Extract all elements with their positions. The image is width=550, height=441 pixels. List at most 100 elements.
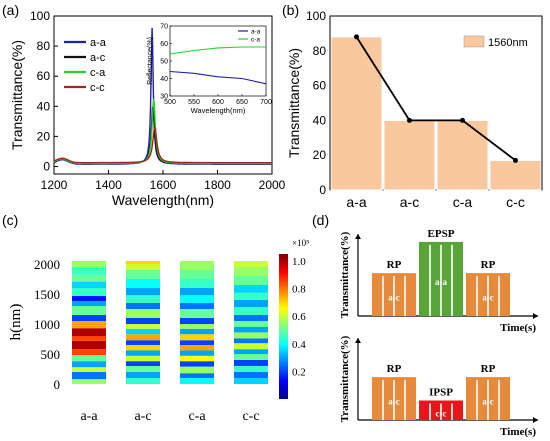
x-tick-label: c-c [506,194,525,210]
heatmap-band [126,350,160,356]
heatmap-band [180,328,214,335]
bar-c-a [436,119,489,191]
heatmap-band [234,300,268,308]
heatmap-band [72,295,106,302]
legend-label-c-c: c-c [90,82,105,94]
heatmap-column-c-c [234,261,268,384]
trend-point-a-c [407,117,412,123]
panel-d-label: (d) [312,212,330,228]
heatmap-band [180,373,214,378]
panel-c-label: (c) [2,212,19,228]
heatmap-band [234,349,268,354]
heatmap-band [72,274,106,282]
heatmap-band [126,361,160,366]
heatmap-band [234,343,268,350]
heatmap-band [126,288,160,296]
heatmap-band [72,267,106,275]
x-tick-label: a-a [346,194,366,210]
heatmap-band [126,372,160,378]
heatmap-band [234,307,268,315]
y-tick-label: 0 [43,159,50,173]
y-tick-label: 80 [313,44,327,58]
y-tick-label: 20 [313,148,327,162]
heatmap-band [126,303,160,309]
heatmap-band [234,332,268,339]
heatmap-band [126,295,160,303]
x-axis-label: Time(s) [500,426,536,438]
heatmap-band [180,324,214,329]
heatmap-band [234,315,268,321]
bar-c-c [489,159,542,191]
block-1: RP a-c [372,259,416,316]
heatmap-band [72,361,106,368]
inset-x-tick-label: 650 [236,99,248,106]
inset-series-a-a [169,70,267,85]
x-axis-arrow [533,417,538,423]
inset-y-tick-label: 70 [160,24,168,31]
heatmap-band [234,327,268,333]
inset-x-tick-label: 600 [212,99,224,106]
heatmap-band [72,340,106,350]
y-tick-label: 40 [313,113,327,127]
diagram-d: Transmittance(%) Time(s) RP a-c EPSP a-a RP a-c… [339,228,538,438]
heatmap-band [126,309,160,318]
y-axis-label: Transmittance(%) [339,335,351,422]
x-tick-label: a-c [134,409,151,424]
heatmap-band [180,295,214,303]
y-tick-label: 1000 [34,317,60,332]
colorbar-tick-label: 0.6 [292,311,306,323]
heatmap-band [180,366,214,374]
inset-x-tick-label: 700 [260,99,272,106]
block-3: RP a-c [466,259,510,316]
heatmap-band [234,276,268,285]
heatmap-band [180,334,214,341]
heatmap-band [72,306,106,315]
y-axis-label: Transmittance(%) [9,40,25,150]
y-tick-label: 100 [30,9,50,23]
heatmap-band [126,340,160,345]
heatmap-band [72,288,106,296]
heatmap-band [180,270,214,279]
heatmap-band [180,350,214,356]
legend-label: 1560nm [488,37,528,49]
y-tick-label: 0 [54,377,61,392]
heatmap-band [180,340,214,345]
colorbar-tick-label: 0.2 [292,366,306,378]
x-axis-label: Time(s) [500,322,536,334]
block-1: RP a-c [372,363,416,420]
heatmap-band [234,285,268,293]
inset-chart: 500 550 600 650 700 30 40 50 60 70 Wavelength(nm)… [147,24,272,116]
heatmap-band [126,334,160,341]
heatmap-band [180,345,214,351]
chart-b: 0 20 40 60 80 100 a-a a-c c-a c-c Transmittance(… [286,9,543,210]
plot-frame [329,15,543,191]
heatmap-band [72,301,106,306]
trend-line [355,36,517,162]
heatmap-band [234,321,268,327]
legend-label-c-a: c-a [90,67,106,79]
inset-x-tick-label: 550 [188,99,200,106]
inset-y-tick-label: 50 [160,59,168,66]
block-inner-label: a-c [482,293,494,303]
block-inner-label: c-c [436,408,447,418]
x-tick-label: 1200 [41,178,68,192]
heatmap-band [72,367,106,372]
x-tick-label: c-c [242,409,259,424]
heatmap-band [180,288,214,296]
chart-c: 0 500 1000 1500 2000 a-a a-c c-a c-c h(nm) ×10⁵… [8,238,309,424]
block-title: EPSP [428,228,455,240]
heatmap-band [126,270,160,279]
heatmap-band [72,321,106,329]
colorbar [279,254,288,399]
colorbar-tick-label: 0.8 [292,284,306,296]
inset-y-tick-label: 40 [160,76,168,83]
legend: 1560nm [463,35,528,49]
heatmap-band [234,378,268,384]
x-tick-label: c-a [188,409,206,424]
x-axis-label: Wavelength(nm) [112,192,214,208]
inset-series-c-a [169,46,266,55]
y-tick-label: 60 [37,69,51,83]
x-tick-label: 1800 [204,178,231,192]
heatmap-band [126,366,160,372]
heatmap-band [72,315,106,321]
